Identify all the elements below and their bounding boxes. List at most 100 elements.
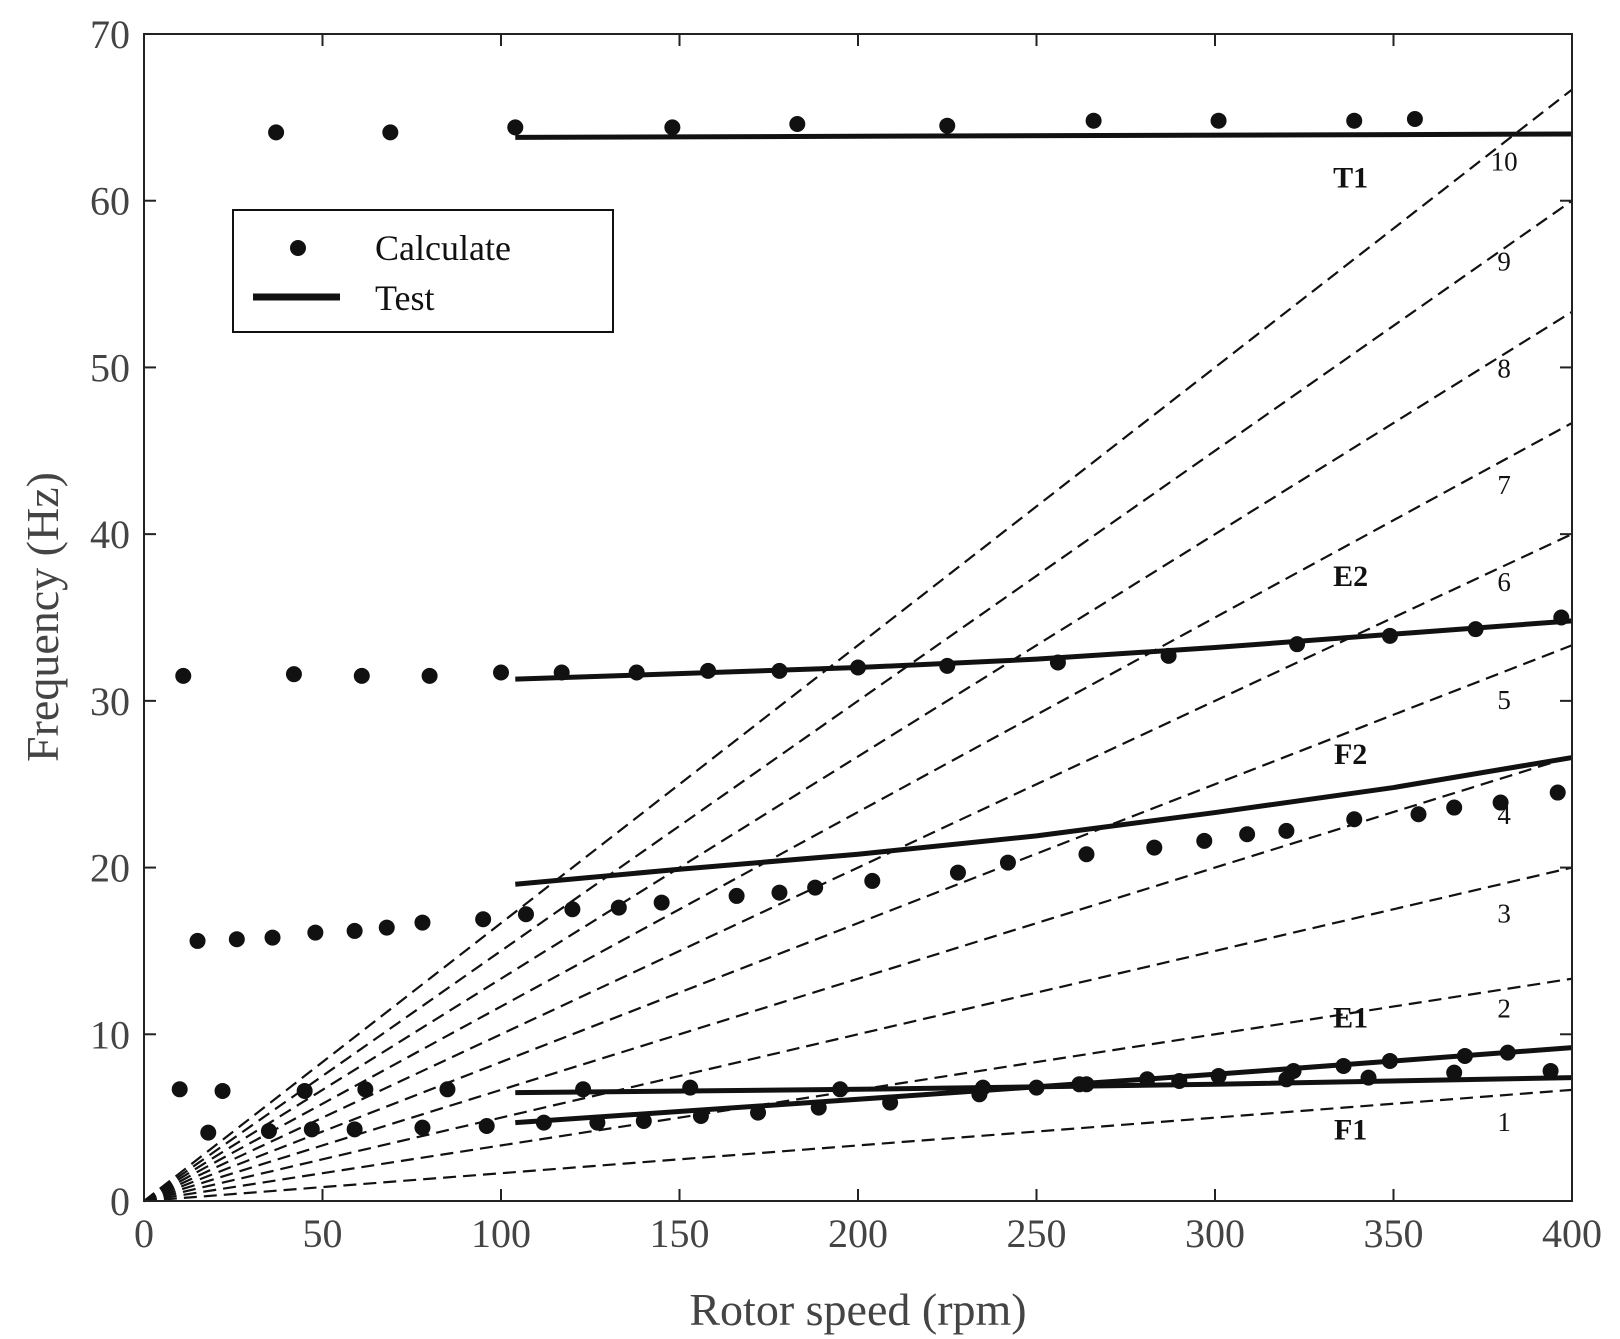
calculate-points xyxy=(171,111,1570,1141)
legend: Calculate Test xyxy=(232,209,614,333)
t1-calculate-point xyxy=(664,119,681,136)
harmonic-line-3 xyxy=(143,866,1573,1203)
f1-calculate-point xyxy=(478,1117,495,1134)
f2-calculate-point xyxy=(346,922,363,939)
x-tick-label: 300 xyxy=(1185,1211,1245,1256)
f2-calculate-point xyxy=(807,879,824,896)
e2-calculate-point xyxy=(628,664,645,681)
f1-calculate-point xyxy=(882,1094,899,1111)
f2-calculate-point xyxy=(1549,784,1566,801)
mode-label-t1: T1 xyxy=(1333,161,1368,194)
f2-calculate-point xyxy=(189,932,206,949)
x-tick-label: 250 xyxy=(1007,1211,1067,1256)
f2-calculate-point xyxy=(771,884,788,901)
f2-calculate-point xyxy=(264,929,281,946)
f2-calculate-point xyxy=(307,924,324,941)
f2-calculate-point xyxy=(1146,839,1163,856)
t1-calculate-series xyxy=(268,111,1423,141)
mode-label-f1: F1 xyxy=(1334,1113,1367,1146)
f2-calculate-point xyxy=(949,864,966,881)
f1-calculate-point xyxy=(750,1104,767,1121)
e2-test-line xyxy=(515,618,1573,682)
f1-calculate-series xyxy=(200,1044,1516,1141)
e2-calculate-point xyxy=(939,657,956,674)
f1-calculate-point xyxy=(971,1086,988,1103)
f2-calculate-point xyxy=(1278,822,1295,839)
f1-calculate-point xyxy=(414,1119,431,1136)
f2-calculate-point xyxy=(653,894,670,911)
legend-calculate-marker xyxy=(290,240,306,256)
f2-calculate-point xyxy=(1410,806,1427,823)
t1-calculate-point xyxy=(1406,111,1423,128)
f2-calculate-point xyxy=(414,914,431,931)
f2-calculate-point xyxy=(864,872,881,889)
f1-calculate-point xyxy=(1078,1076,1095,1093)
f1-calculate-point xyxy=(260,1122,277,1139)
e1-calculate-point xyxy=(171,1081,188,1098)
f1-calculate-point xyxy=(303,1121,320,1138)
f1-calculate-point xyxy=(346,1121,363,1138)
harmonic-label-1: 1 xyxy=(1497,1107,1511,1137)
t1-calculate-point xyxy=(939,117,956,134)
y-tick-label: 20 xyxy=(90,846,130,891)
e2-calculate-point xyxy=(700,662,717,679)
t1-calculate-point xyxy=(1210,112,1227,129)
t1-calculate-point xyxy=(1346,112,1363,129)
harmonic-label-4: 4 xyxy=(1497,800,1511,830)
f2-calculate-point xyxy=(517,906,534,923)
f2-calculate-point xyxy=(378,919,395,936)
harmonic-label-2: 2 xyxy=(1497,994,1511,1024)
x-tick-label: 50 xyxy=(303,1211,343,1256)
mode-label-e1: E1 xyxy=(1333,1002,1368,1035)
f2-calculate-point xyxy=(1196,832,1213,849)
mode-label-e2: E2 xyxy=(1333,560,1368,593)
x-tick-label: 200 xyxy=(828,1211,888,1256)
f2-test-line xyxy=(515,755,1573,887)
axis-ticks: 0 50 100 150 200 250 300 350 400 0 10 20 30 40 50 60 70 xyxy=(90,12,1602,1256)
e2-calculate-point xyxy=(353,667,370,684)
y-tick-label: 0 xyxy=(110,1179,130,1224)
mode-label-f2: F2 xyxy=(1334,738,1367,771)
harmonic-lines xyxy=(143,88,1573,1203)
harmonic-label-3: 3 xyxy=(1497,899,1511,929)
f1-calculate-point xyxy=(810,1099,827,1116)
f2-calculate-point xyxy=(475,911,492,928)
f1-calculate-point xyxy=(1028,1079,1045,1096)
t1-calculate-point xyxy=(1085,112,1102,129)
x-tick-label: 150 xyxy=(650,1211,710,1256)
harmonic-line-4 xyxy=(143,755,1573,1203)
e2-calculate-point xyxy=(1467,621,1484,638)
e2-calculate-point xyxy=(421,667,438,684)
e1-calculate-point xyxy=(832,1081,849,1098)
f1-calculate-point xyxy=(535,1114,552,1131)
f1-calculate-point xyxy=(1210,1067,1227,1084)
e2-calculate-point xyxy=(1289,636,1306,653)
f2-calculate-point xyxy=(1078,846,1095,863)
e2-calculate-point xyxy=(1381,627,1398,644)
e2-calculate-point xyxy=(850,659,866,676)
f1-calculate-point xyxy=(1381,1052,1398,1069)
harmonic-label-10: 10 xyxy=(1491,147,1518,177)
y-axis-title: Frequency (Hz) xyxy=(17,472,68,762)
harmonic-line-10 xyxy=(143,88,1573,1202)
f1-calculate-point xyxy=(1285,1062,1302,1079)
f2-calculate-point xyxy=(1239,826,1256,843)
f2-calculate-point xyxy=(1446,799,1463,816)
e2-calculate-point xyxy=(1160,647,1177,664)
e1-calculate-point xyxy=(575,1081,592,1098)
e2-calculate-point xyxy=(493,664,509,681)
e2-calculate-point xyxy=(175,667,192,684)
f1-calculate-point xyxy=(692,1107,709,1124)
f2-calculate-point xyxy=(1492,794,1509,811)
f1-calculate-point xyxy=(1335,1057,1352,1074)
x-tick-label: 400 xyxy=(1542,1211,1602,1256)
x-tick-label: 100 xyxy=(471,1211,531,1256)
harmonic-label-6: 6 xyxy=(1497,567,1511,597)
t1-calculate-point xyxy=(507,119,524,136)
harmonic-line-9 xyxy=(143,199,1573,1202)
y-tick-label: 30 xyxy=(90,679,130,724)
y-tick-label: 50 xyxy=(90,345,130,390)
y-tick-label: 10 xyxy=(90,1012,130,1057)
f1-calculate-point xyxy=(1456,1047,1473,1064)
